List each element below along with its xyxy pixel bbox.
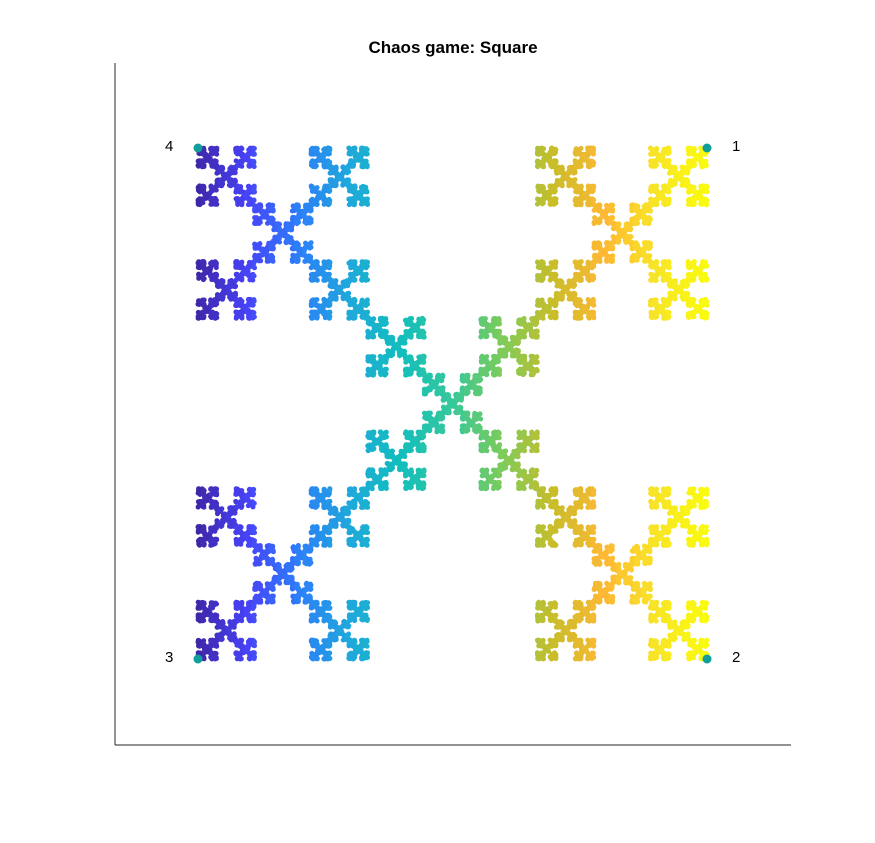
fractal-point-band	[344, 145, 358, 662]
fractal-point-band	[479, 316, 493, 492]
vertex-marker-2	[702, 654, 712, 664]
fractal-point-band	[513, 316, 528, 492]
fractal-point-band	[195, 145, 205, 662]
fractal-point-band	[641, 145, 655, 662]
fractal-point-band	[691, 145, 706, 662]
vertex-label-2: 2	[732, 649, 741, 666]
vertex-markers	[193, 143, 712, 664]
fractal-point-band	[649, 146, 663, 662]
fractal-point-band	[429, 372, 443, 435]
fractal-point-band	[556, 164, 570, 643]
fractal-point-band	[598, 203, 612, 605]
fractal-point-band	[267, 202, 282, 605]
fractal-points	[195, 145, 710, 662]
fractal-point-band	[437, 372, 451, 435]
chart-title: Chaos game: Square	[368, 38, 538, 57]
fractal-point-band	[522, 316, 536, 490]
fractal-point-band	[250, 146, 265, 662]
fractal-point-band	[615, 221, 629, 586]
fractal-point-band	[233, 145, 248, 662]
fractal-point-band	[352, 145, 366, 662]
fractal-point-band	[411, 315, 426, 492]
fractal-point-band	[242, 145, 256, 662]
vertex-marker-3	[193, 654, 203, 664]
fractal-point-band	[327, 146, 341, 661]
fractal-point-band	[547, 145, 562, 662]
fractal-point-band	[683, 145, 697, 662]
fractal-point-band	[386, 334, 400, 473]
axes	[114, 63, 791, 746]
fractal-point-band	[607, 202, 621, 605]
fractal-point-band	[539, 145, 553, 662]
fractal-point-band	[454, 373, 468, 435]
vertex-label-1: 1	[732, 138, 741, 155]
fractal-point-band	[318, 145, 333, 662]
fractal-point-band	[276, 221, 290, 586]
fractal-point-band	[700, 146, 710, 661]
fractal-point-band	[581, 145, 596, 662]
fractal-point-band	[471, 316, 485, 492]
fractal-point-band	[208, 145, 222, 662]
fractal-point-band	[216, 164, 231, 643]
fractal-point-band	[394, 317, 409, 491]
fractal-point-band	[632, 203, 646, 605]
fractal-point-band	[284, 203, 298, 605]
fractal-point-band	[657, 145, 672, 662]
fractal-point-band	[369, 316, 383, 492]
fractal-point-band	[199, 145, 214, 662]
fractal-point-band	[590, 145, 604, 661]
fractal-point-band	[360, 146, 375, 661]
vertex-label-4: 4	[165, 138, 174, 155]
fractal-point-band	[674, 164, 689, 643]
fractal-point-band	[564, 150, 579, 662]
fractal-point-band	[293, 202, 307, 605]
fractal-point-band	[573, 145, 587, 662]
fractal-point-band	[530, 145, 545, 662]
fractal-point-band	[666, 147, 680, 658]
fractal-point-band	[301, 147, 316, 661]
vertex-marker-4	[193, 143, 203, 153]
fractal-point-band	[335, 164, 349, 643]
fractal-point-band	[420, 317, 434, 491]
vertex-marker-1	[702, 143, 712, 153]
fractal-point-band	[377, 315, 392, 492]
fractal-point-band	[623, 202, 637, 605]
fractal-point-band	[310, 145, 324, 662]
vertex-label-3: 3	[165, 649, 174, 666]
fractal-point-band	[225, 146, 239, 656]
fractal-point-band	[259, 202, 273, 605]
